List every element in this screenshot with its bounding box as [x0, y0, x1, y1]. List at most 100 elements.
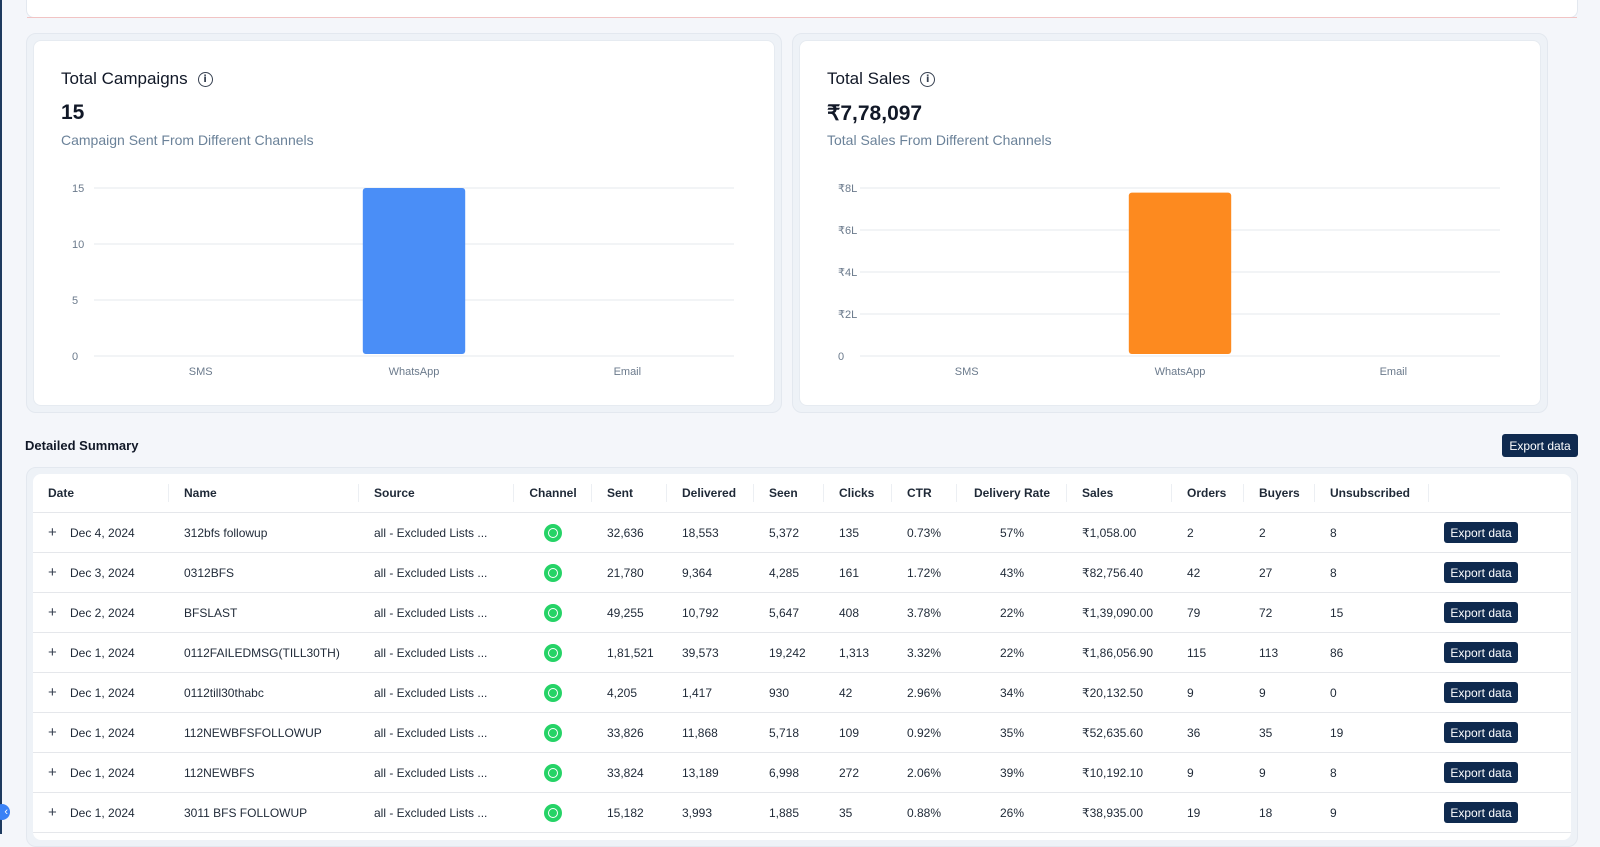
table-cell: 19,242 [754, 632, 824, 673]
table-cell: 0.73% [892, 512, 957, 553]
expand-row-icon[interactable]: + [48, 524, 57, 541]
sales-total-value: ₹7,78,097 [827, 102, 923, 125]
table-cell: all - Excluded Lists ... [359, 792, 514, 833]
table-cell: 5,372 [754, 512, 824, 553]
sales-card: Total Sales i ₹7,78,097 Total Sales From… [799, 40, 1541, 406]
table-cell: ₹1,86,056.90 [1067, 632, 1172, 673]
bar[interactable] [362, 188, 466, 354]
row-export-button[interactable]: Export data [1444, 522, 1518, 543]
channel-cell [514, 792, 592, 833]
whatsapp-icon [544, 563, 562, 582]
table-cell: 11,868 [667, 712, 754, 753]
column-header: Buyers [1244, 474, 1315, 513]
row-export-button[interactable]: Export data [1444, 642, 1518, 663]
row-export-button[interactable]: Export data [1444, 602, 1518, 623]
table-row: + Dec 1, 2024 3011 BFS FOLLOWUP all - Exclu… [33, 792, 1571, 833]
date-text: Dec 1, 2024 [70, 726, 135, 740]
export-all-button[interactable]: Export data [1502, 434, 1578, 457]
actions-cell: Export data [1429, 792, 1571, 833]
table-cell: 0.88% [892, 792, 957, 833]
table-cell: 15,182 [592, 792, 667, 833]
table-cell: 79 [1172, 592, 1244, 633]
expand-row-icon[interactable]: + [48, 604, 57, 621]
y-tick-label: ₹2L [838, 309, 857, 321]
x-tick-label: Email [1380, 366, 1408, 378]
channel-cell [514, 592, 592, 633]
x-tick-label: Email [614, 366, 642, 378]
y-tick-label: 10 [72, 239, 84, 251]
campaigns-bar-chart: 0 5 10 15 SMS WhatsApp Email [72, 183, 734, 378]
summary-table: Date Name Source Channel Sent Delivered Seen Cl… [33, 474, 1571, 833]
date-text: Dec 1, 2024 [70, 806, 135, 820]
row-export-button[interactable]: Export data [1444, 722, 1518, 743]
date-cell: + Dec 4, 2024 [33, 512, 169, 553]
info-icon[interactable]: i [197, 71, 213, 87]
expand-row-icon[interactable]: + [48, 804, 57, 821]
table-cell: 9 [1244, 752, 1315, 793]
sidebar-collapse-icon[interactable]: ‹ [0, 804, 10, 820]
table-cell: 9 [1172, 672, 1244, 713]
table-cell: 35 [1244, 712, 1315, 753]
table-cell: 312bfs followup [169, 512, 359, 553]
date-cell: + Dec 1, 2024 [33, 672, 169, 713]
row-export-button[interactable]: Export data [1444, 802, 1518, 823]
table-cell: 26% [957, 792, 1067, 833]
campaigns-title-text: Total Campaigns [61, 69, 188, 88]
table-cell: 135 [824, 512, 892, 553]
table-cell: 18 [1244, 792, 1315, 833]
table-cell: 36 [1172, 712, 1244, 753]
table-cell: 9,364 [667, 552, 754, 593]
table-cell: 35% [957, 712, 1067, 753]
sales-card-wrapper: Total Sales i ₹7,78,097 Total Sales From… [792, 33, 1548, 413]
campaigns-total-value: 15 [61, 101, 85, 124]
actions-cell: Export data [1429, 752, 1571, 793]
sales-subtitle: Total Sales From Different Channels [827, 132, 1052, 148]
info-icon[interactable]: i [920, 71, 936, 87]
table-row: + Dec 3, 2024 0312BFS all - Excluded Lists … [33, 552, 1571, 593]
table-cell: ₹52,635.60 [1067, 712, 1172, 753]
expand-row-icon[interactable]: + [48, 764, 57, 781]
table-cell: all - Excluded Lists ... [359, 752, 514, 793]
table-cell: 27 [1244, 552, 1315, 593]
table-row: + Dec 1, 2024 0112FAILEDMSG(TILL30TH) all -… [33, 632, 1571, 673]
table-cell: 42 [1172, 552, 1244, 593]
table-row: + Dec 2, 2024 BFSLAST all - Excluded Lists … [33, 592, 1571, 633]
table-cell: 43% [957, 552, 1067, 593]
table-cell: 33,824 [592, 752, 667, 793]
table-row: + Dec 1, 2024 112NEWBFS all - Excluded List… [33, 752, 1571, 793]
expand-row-icon[interactable]: + [48, 684, 57, 701]
table-cell: 0112FAILEDMSG(TILL30TH) [169, 632, 359, 673]
row-export-button[interactable]: Export data [1444, 562, 1518, 583]
table-cell: 3.32% [892, 632, 957, 673]
sales-bar-chart: 0 ₹2L ₹4L ₹6L ₹8L SMS WhatsApp Email [838, 183, 1500, 378]
table-cell: 1,885 [754, 792, 824, 833]
table-cell: 5,647 [754, 592, 824, 633]
left-edge-bar [0, 0, 2, 834]
expand-row-icon[interactable]: + [48, 644, 57, 661]
row-export-button[interactable]: Export data [1444, 762, 1518, 783]
row-export-button[interactable]: Export data [1444, 682, 1518, 703]
table-header-row: Date Name Source Channel Sent Delivered Seen Cl… [33, 474, 1571, 513]
campaigns-subtitle: Campaign Sent From Different Channels [61, 132, 314, 148]
column-header: Sales [1067, 474, 1172, 513]
column-header: Sent [592, 474, 667, 513]
date-text: Dec 1, 2024 [70, 646, 135, 660]
bar[interactable] [1128, 192, 1232, 354]
table-cell: 33,826 [592, 712, 667, 753]
table-cell: 113 [1244, 632, 1315, 673]
table-row: + Dec 1, 2024 112NEWBFSFOLLOWUP all - Exclu… [33, 712, 1571, 753]
table-cell: all - Excluded Lists ... [359, 632, 514, 673]
summary-table-wrapper: Date Name Source Channel Sent Delivered Seen Cl… [26, 467, 1578, 847]
y-tick-label: ₹4L [838, 267, 857, 279]
table-cell: 19 [1315, 712, 1429, 753]
table-cell: 1,417 [667, 672, 754, 713]
table-cell: 22% [957, 592, 1067, 633]
table-cell: 21,780 [592, 552, 667, 593]
expand-row-icon[interactable]: + [48, 564, 57, 581]
table-cell: 112NEWBFSFOLLOWUP [169, 712, 359, 753]
column-header: Delivered [667, 474, 754, 513]
y-tick-label: ₹8L [838, 183, 857, 195]
expand-row-icon[interactable]: + [48, 724, 57, 741]
summary-table-card: Date Name Source Channel Sent Delivered Seen Cl… [33, 474, 1571, 840]
table-cell: 8 [1315, 552, 1429, 593]
